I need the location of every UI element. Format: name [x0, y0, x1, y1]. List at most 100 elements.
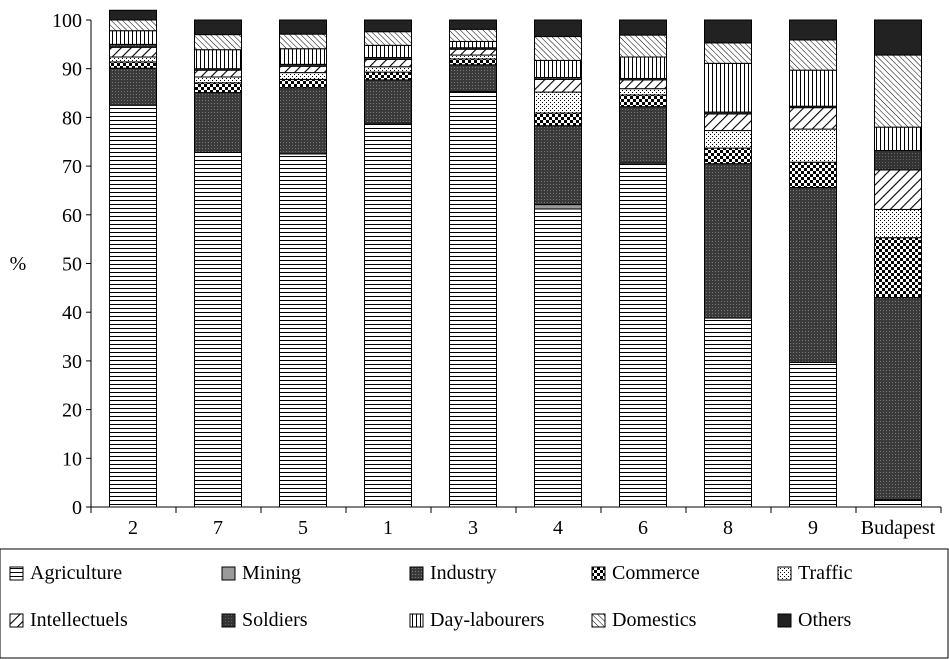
bar-segment-commerce	[449, 58, 497, 66]
bar-segment-domestics	[194, 34, 242, 51]
legend: Agriculture Mining Industry Commerce Traffic…	[0, 548, 949, 659]
bars	[109, 9, 922, 508]
legend-swatch	[221, 613, 236, 628]
legend-label: Mining	[242, 562, 301, 584]
x-tick-label: 2	[128, 517, 138, 539]
y-tick-label: 40	[62, 302, 82, 324]
bar-segment-domestics	[279, 33, 327, 50]
bar-segment-commerce	[619, 94, 667, 108]
bar-segment-commerce	[874, 237, 922, 299]
bar-segment-intellectuels	[619, 79, 667, 90]
bar-segment-industry	[194, 92, 242, 153]
legend-swatch	[9, 566, 24, 581]
bar-segment-intellectuels	[449, 48, 497, 56]
x-axis: 2 7 5 1 3 4 6 8 9 Budapest	[90, 506, 942, 539]
x-tick-label: 1	[383, 517, 393, 539]
bar-segment-domestics	[874, 54, 922, 128]
bar-segment-traffic	[279, 72, 327, 80]
legend-label: Domestics	[612, 609, 697, 631]
bar-segment-traffic	[364, 66, 412, 73]
bar-segment-domestics	[449, 28, 497, 42]
bar-segment-traffic	[194, 76, 242, 84]
bar-segment-intellectuels	[534, 78, 582, 93]
bar-segment-traffic	[534, 91, 582, 114]
bar-segment-traffic	[704, 130, 752, 149]
bar-segment-intellectuels	[279, 65, 327, 74]
bar-segment-intellectuels	[704, 113, 752, 132]
y-tick-label: 20	[62, 400, 82, 422]
x-tick-label: 8	[723, 517, 733, 539]
bar-segment-commerce	[109, 61, 157, 69]
bar-segment-agriculture	[364, 122, 412, 508]
bar-segment-domestics	[109, 19, 157, 32]
bar-segment-domestics	[619, 34, 667, 58]
bar-segment-agriculture	[449, 91, 497, 508]
bar-segment-commerce	[194, 82, 242, 94]
y-tick-label: 90	[62, 59, 82, 81]
y-tick-label: 60	[62, 205, 82, 227]
y-tick-label: 70	[62, 156, 82, 178]
bar-segment-industry	[109, 67, 157, 106]
bar-segment-day-labourers	[364, 44, 412, 58]
y-tick-label: 50	[62, 254, 82, 276]
bar-segment-mining	[534, 204, 582, 210]
legend-swatch	[221, 566, 236, 581]
bar-segment-others	[874, 19, 922, 56]
bar-segment-traffic	[449, 54, 497, 60]
bar-segment-industry	[789, 187, 837, 363]
x-tick-label: 4	[553, 517, 563, 539]
legend-swatch	[777, 613, 792, 628]
y-tick-label: 100	[52, 10, 82, 32]
x-tick-label: 3	[468, 517, 478, 539]
legend-label: Traffic	[798, 562, 853, 584]
bar-segment-commerce	[534, 112, 582, 127]
bar-segment-traffic	[109, 56, 157, 63]
bar-segment-intellectuels	[109, 46, 157, 58]
legend-label: Industry	[430, 562, 497, 584]
legend-label: Soldiers	[242, 609, 308, 631]
bar-segment-industry	[619, 106, 667, 164]
bar-segment-commerce	[704, 147, 752, 165]
legend-swatch	[409, 566, 424, 581]
bar-segment-agriculture	[789, 361, 837, 508]
bar-segment-soldiers	[874, 150, 922, 171]
y-axis: 0 10 20 30 40 50 60 70 80 90 100	[52, 10, 92, 519]
legend-label: Agriculture	[30, 562, 122, 584]
bar-segment-domestics	[534, 36, 582, 61]
x-tick-label: 6	[638, 517, 648, 539]
legend-swatch	[591, 613, 606, 628]
bar-segment-industry	[364, 79, 412, 124]
bar-segment-others	[279, 19, 327, 35]
bar-segment-traffic	[874, 208, 922, 239]
bar-segment-others	[194, 19, 242, 36]
legend-swatch	[777, 566, 792, 581]
bar-segment-agriculture	[109, 104, 157, 508]
y-tick-label: 80	[62, 107, 82, 129]
legend-swatch	[409, 613, 424, 628]
legend-label: Intellectuels	[30, 609, 128, 631]
bar-segment-domestics	[704, 42, 752, 64]
legend-swatch	[591, 566, 606, 581]
bar-segment-others	[109, 9, 157, 21]
bar-segment-day-labourers	[279, 48, 327, 65]
bar-segment-agriculture	[619, 162, 667, 508]
bar-segment-others	[704, 19, 752, 44]
bar-segment-others	[789, 19, 837, 41]
x-tick-label: 7	[213, 517, 223, 539]
bar-segment-day-labourers	[449, 40, 497, 49]
bar-segment-commerce	[789, 161, 837, 189]
bar-segment-agriculture	[874, 499, 922, 508]
bar-segment-intellectuels	[364, 58, 412, 68]
bar-segment-commerce	[364, 71, 412, 81]
bar-segment-intellectuels	[789, 107, 837, 130]
bar-segment-agriculture	[704, 317, 752, 508]
bar-segment-others	[364, 19, 412, 33]
bar-segment-day-labourers	[874, 126, 922, 152]
y-tick-label: 30	[62, 351, 82, 373]
legend-label: Commerce	[612, 562, 700, 584]
bar-segment-commerce	[279, 78, 327, 89]
bar-segment-industry	[704, 163, 752, 319]
y-tick-label: 10	[62, 448, 82, 470]
bar-segment-day-labourers	[109, 30, 157, 45]
